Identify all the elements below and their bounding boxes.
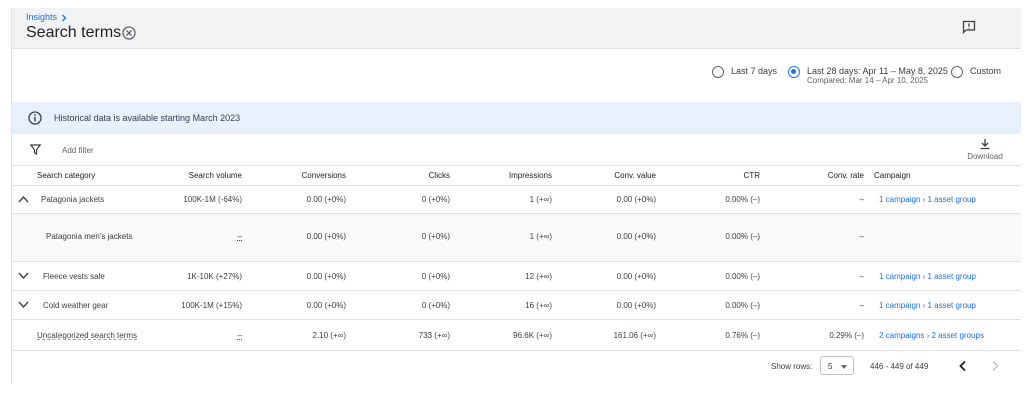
conv-rate-value: – (859, 272, 864, 281)
conv-rate-value: – (859, 232, 864, 241)
info-message: Historical data is available starting Ma… (54, 113, 241, 123)
table-row[interactable]: Fleece vests sale 1K-10K (+27%) 0.00 (+0… (12, 262, 1021, 291)
info-icon (28, 111, 42, 125)
category-name: Patagonia men's jackets (46, 232, 133, 241)
ctr-value: 0.00% (–) (725, 195, 760, 204)
show-rows-value: 5 (828, 362, 833, 371)
conversions-value: 0.00 (+0%) (306, 272, 346, 281)
chevron-up-icon[interactable] (18, 195, 29, 203)
chevron-left-icon[interactable] (958, 360, 968, 372)
conversions-value: 0.00 (+0%) (306, 301, 346, 310)
conversions-value: 2.10 (+∞) (312, 331, 347, 340)
campaign-link[interactable]: 1 campaign › 1 asset group (879, 272, 976, 281)
ctr-value: 0.76% (–) (725, 331, 760, 340)
clicks-value: 733 (+∞) (418, 331, 450, 340)
filter-icon[interactable] (30, 144, 41, 155)
impressions-value: 1 (+∞) (529, 195, 552, 204)
breadcrumb-insights[interactable]: Insights (26, 12, 58, 22)
radio-button[interactable] (712, 66, 724, 78)
table-row[interactable]: Patagonia jackets 100K-1M (-64%) 0.00 (+… (12, 185, 1021, 214)
campaign-link[interactable]: 1 campaign › 1 asset group (879, 195, 976, 204)
radio-custom[interactable]: Custom (951, 66, 1001, 78)
table-row[interactable]: Cold weather gear 100K-1M (+15%) 0.00 (+… (12, 291, 1021, 320)
info-banner: Historical data is available starting Ma… (12, 102, 1021, 134)
show-rows-label: Show rows: (771, 362, 813, 371)
search-volume-value[interactable]: – (237, 331, 242, 340)
clicks-value: 0 (+0%) (421, 301, 450, 310)
dropdown-arrow-icon (841, 365, 847, 369)
table-row[interactable]: Uncategorized search terms – 2.10 (+∞) 7… (12, 320, 1021, 351)
column-header-conv-rate[interactable]: Conv. rate (827, 171, 864, 180)
conv-rate-value: 0.29% (–) (829, 331, 864, 340)
page-title: Search terms (26, 24, 122, 41)
chevron-down-icon[interactable] (18, 301, 29, 309)
pagination-bar: Show rows: 5 446 - 449 of 449 (12, 351, 1021, 384)
radio-last-7-days[interactable]: Last 7 days (712, 66, 777, 78)
search-volume-value[interactable]: – (237, 232, 242, 241)
category-name[interactable]: Uncategorized search terms (37, 331, 138, 340)
conv-value-value: 0.00 (+0%) (616, 272, 656, 281)
page-range: 446 - 449 of 449 (870, 362, 929, 371)
search-volume-value: 100K-1M (+15%) (181, 301, 242, 310)
radio-label: Custom (970, 66, 1002, 76)
search-volume-value: 100K-1M (-64%) (183, 195, 242, 204)
comparison-range: Compared: Mar 14 – Apr 10, 2025 (807, 76, 928, 85)
column-header-search-category[interactable]: Search category (37, 171, 96, 180)
category-name: Fleece vests sale (43, 272, 105, 281)
download-label: Download (967, 152, 1003, 161)
column-header-search-volume[interactable]: Search volume (188, 171, 242, 180)
clicks-value: 0 (+0%) (421, 272, 450, 281)
conversions-value: 0.00 (+0%) (306, 232, 346, 241)
campaign-link[interactable]: 1 campaign › 1 asset group (879, 301, 976, 310)
filter-bar: Add filter Download (12, 134, 1021, 164)
impressions-value: 96.6K (+∞) (513, 331, 552, 340)
chevron-right-icon (61, 14, 66, 22)
column-header-campaign[interactable]: Campaign (874, 171, 911, 180)
ctr-value: 0.00% (–) (725, 301, 760, 310)
table-header: Search category Search volume Conversion… (12, 165, 1021, 186)
chevron-right-icon[interactable] (990, 360, 1000, 372)
column-header-clicks[interactable]: Clicks (428, 171, 450, 180)
campaign-link[interactable]: 2 campaigns › 2 asset groups (879, 331, 984, 340)
search-terms-panel: Insights Search terms Last 7 days Last 2… (11, 8, 1021, 384)
feedback-icon[interactable] (962, 20, 976, 34)
impressions-value: 16 (+∞) (525, 301, 552, 310)
ctr-value: 0.00% (–) (725, 232, 760, 241)
download-button[interactable]: Download (962, 136, 1008, 161)
add-filter-button[interactable]: Add filter (62, 146, 94, 155)
column-header-ctr[interactable]: CTR (743, 171, 760, 180)
radio-last-28-days[interactable]: Last 28 days: Apr 11 – May 8, 2025 Compa… (788, 66, 948, 85)
category-name: Cold weather gear (43, 301, 109, 310)
impressions-value: 12 (+∞) (525, 272, 552, 281)
radio-label: Last 28 days: Apr 11 – May 8, 2025 (807, 66, 948, 76)
panel-header: Insights Search terms (12, 8, 1021, 48)
impressions-value: 1 (+∞) (529, 232, 552, 241)
conv-value-value: 161.06 (+∞) (613, 331, 656, 340)
conversions-value: 0.00 (+0%) (306, 195, 346, 204)
search-volume-value: 1K-10K (+27%) (187, 272, 242, 281)
chevron-down-icon[interactable] (18, 272, 29, 280)
download-icon (980, 139, 990, 150)
column-header-impressions[interactable]: Impressions (508, 171, 552, 180)
conv-value-value: 0.00 (+0%) (616, 301, 656, 310)
close-icon[interactable] (122, 26, 136, 40)
radio-button-selected[interactable] (788, 66, 800, 78)
conv-value-value: 0.00 (+0%) (616, 195, 656, 204)
show-rows-select[interactable]: 5 (820, 356, 854, 375)
radio-label: Last 7 days (731, 66, 778, 76)
conv-rate-value: – (859, 195, 864, 204)
conv-rate-value: – (859, 301, 864, 310)
ctr-value: 0.00% (–) (725, 272, 760, 281)
radio-button[interactable] (951, 66, 963, 78)
conv-value-value: 0.00 (+0%) (616, 232, 656, 241)
clicks-value: 0 (+0%) (421, 232, 450, 241)
table-row[interactable]: Patagonia men's jackets – 0.00 (+0%) 0 (… (12, 214, 1021, 262)
category-name: Patagonia jackets (41, 195, 105, 204)
clicks-value: 0 (+0%) (421, 195, 450, 204)
column-header-conv-value[interactable]: Conv. value (614, 171, 656, 180)
date-range-bar: Last 7 days Last 28 days: Apr 11 – May 8… (12, 48, 1021, 111)
column-header-conversions[interactable]: Conversions (301, 171, 346, 180)
breadcrumb[interactable]: Insights (26, 12, 68, 22)
